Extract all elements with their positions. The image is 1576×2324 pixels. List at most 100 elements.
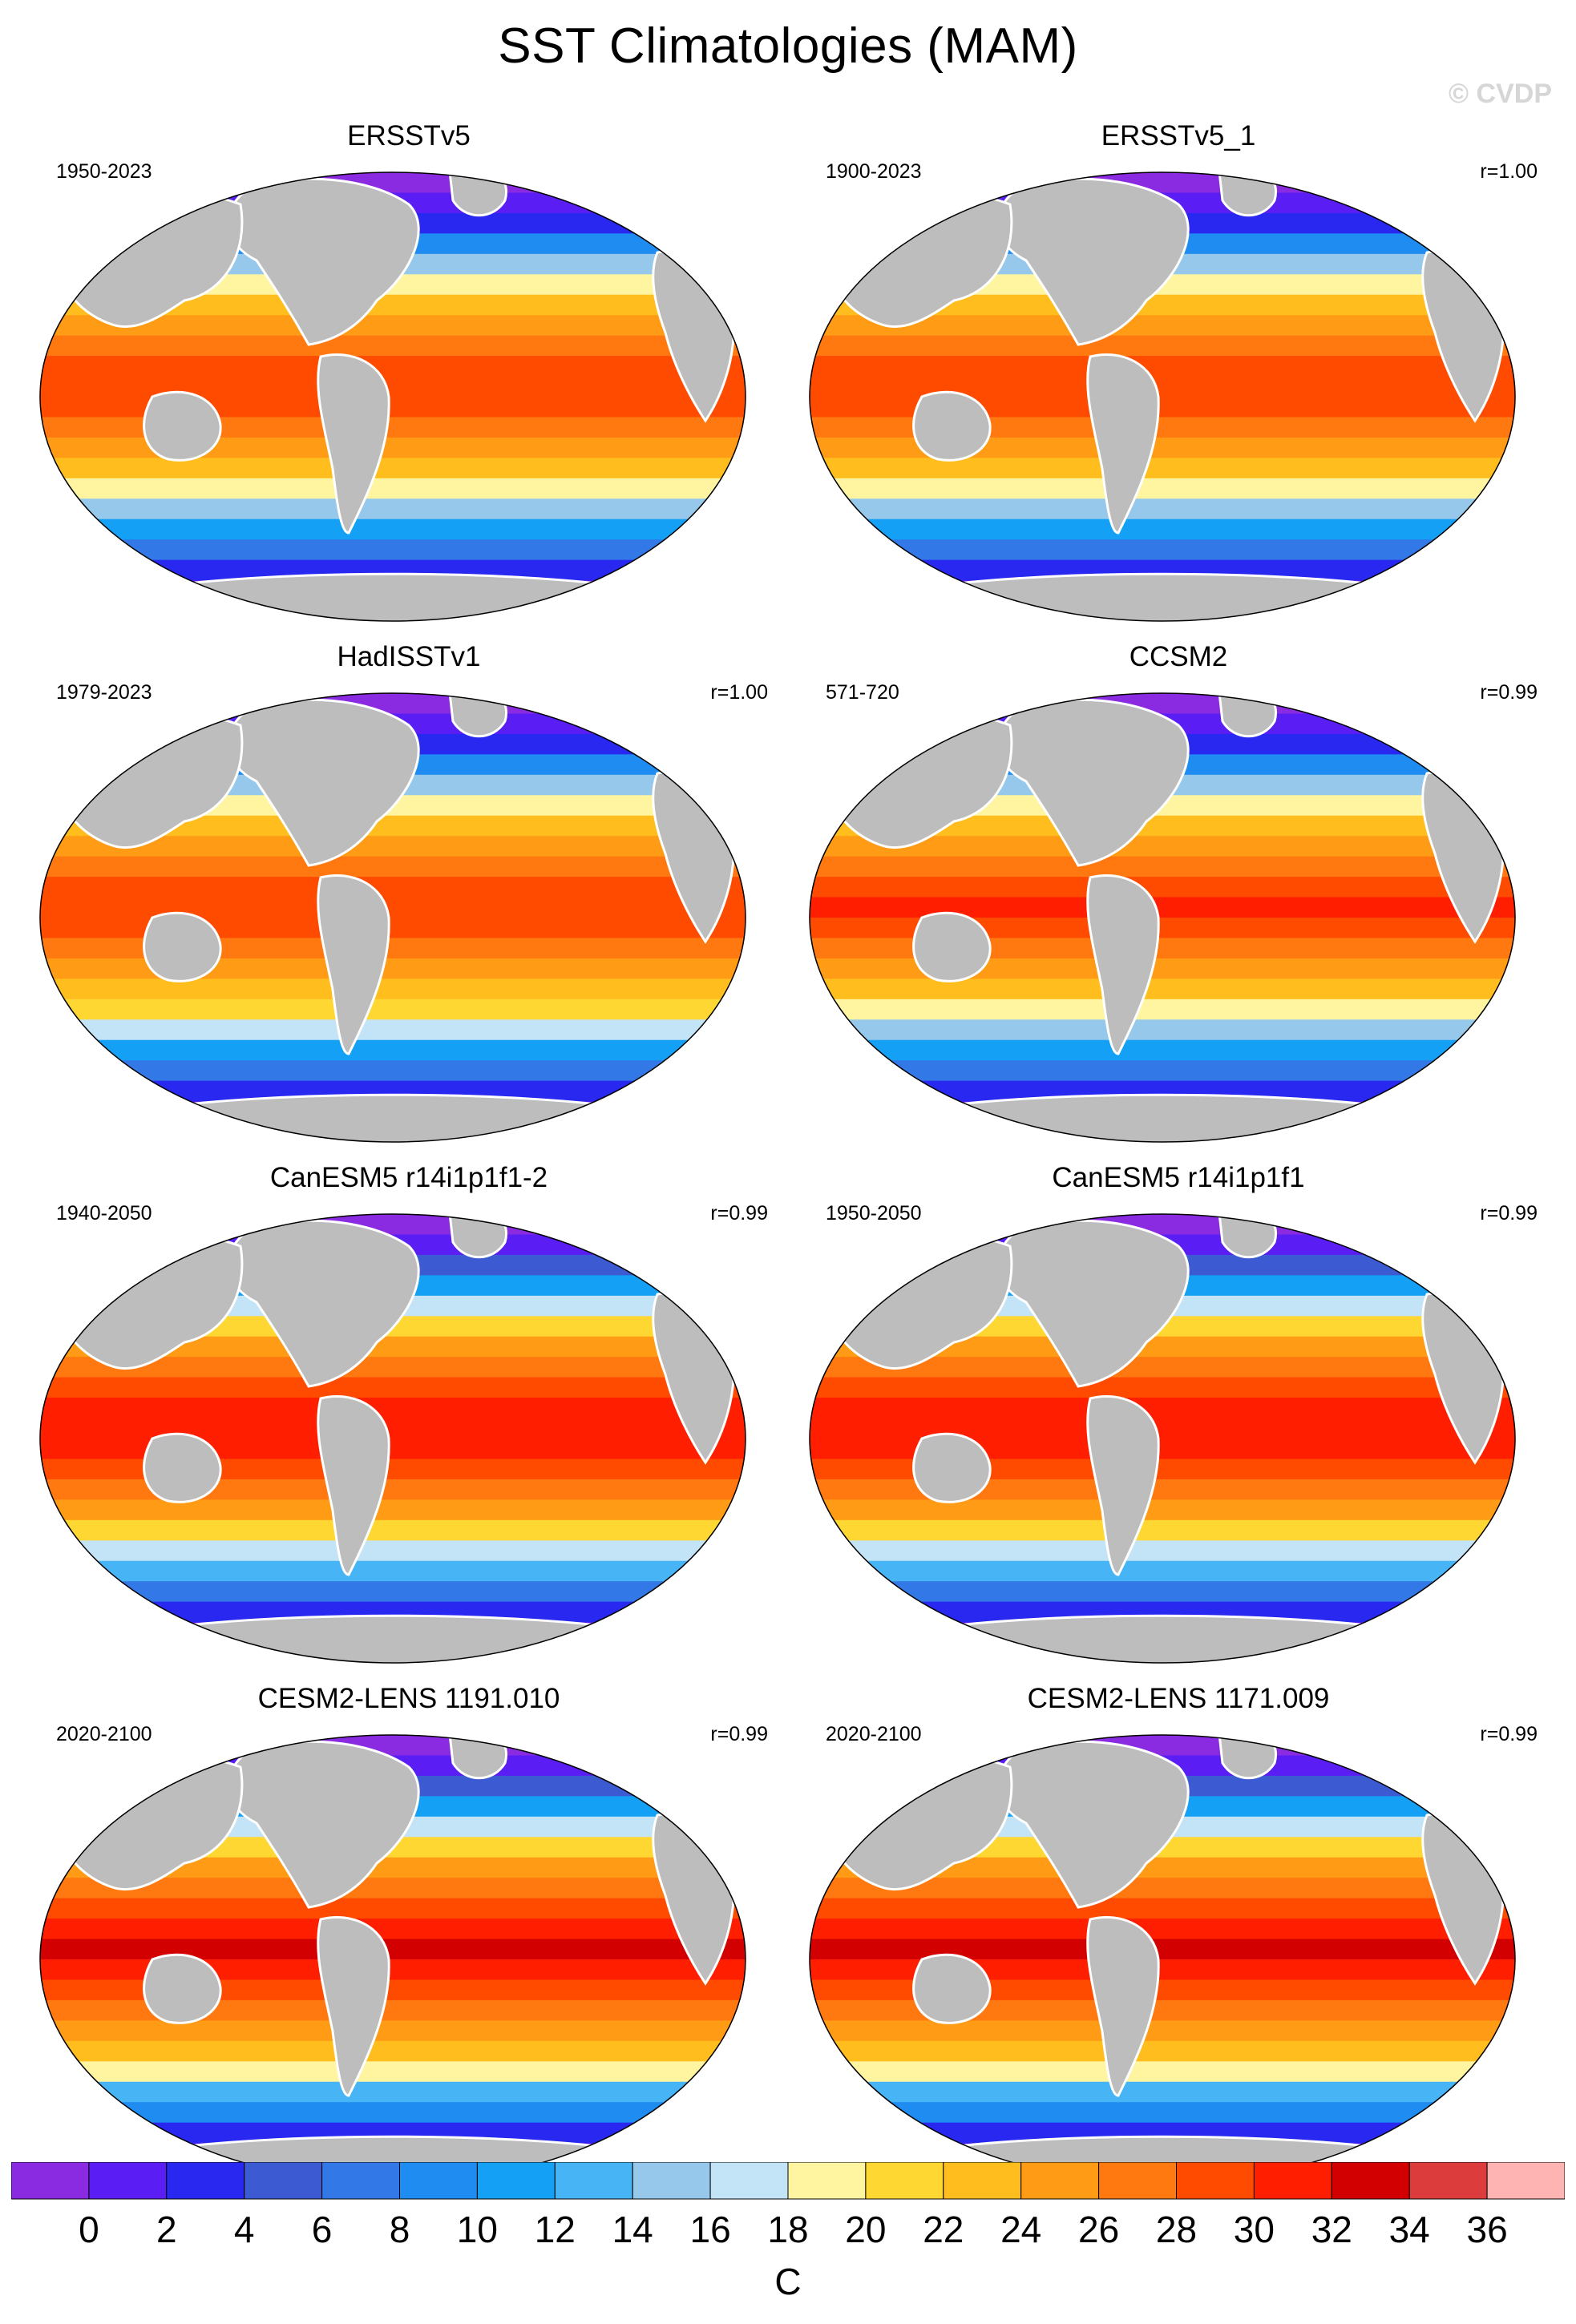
sst-band	[810, 1019, 1515, 1041]
panel-title: CESM2-LENS 1191.010	[257, 1683, 560, 1714]
sst-band	[40, 856, 746, 878]
sst-band	[810, 999, 1515, 1021]
sst-band	[810, 1060, 1515, 1082]
sst-band	[810, 315, 1515, 337]
sst-band	[40, 1019, 746, 1041]
colorbar-swatch	[554, 2162, 633, 2200]
sst-band	[810, 1581, 1515, 1603]
sst-band	[810, 2081, 1515, 2104]
panel-correlation: r=0.99	[710, 1202, 768, 1225]
sst-band	[40, 836, 746, 857]
sst-band	[810, 1898, 1515, 1920]
sst-band	[40, 1418, 746, 1439]
panel-years: 1950-2023	[56, 160, 152, 183]
sst-band	[40, 693, 746, 715]
sst-band	[810, 1418, 1515, 1439]
colorbar-tick-label: 12	[534, 2209, 576, 2250]
sst-band	[40, 1540, 746, 1562]
sst-band	[40, 315, 746, 337]
panel-title: CCSM2	[1129, 641, 1228, 672]
colorbar-tick-label: 22	[923, 2209, 964, 2250]
sst-band	[810, 376, 1515, 397]
sst-band	[40, 1735, 746, 1757]
map-outline	[809, 692, 1516, 1143]
sst-band	[810, 1499, 1515, 1521]
sst-band	[810, 498, 1515, 520]
colorbar-swatch	[943, 2162, 1022, 2200]
sst-band	[40, 2102, 746, 2124]
colorbar-units: C	[774, 2261, 802, 2302]
colorbar-swatch	[1331, 2162, 1410, 2200]
colorbar	[11, 2162, 1565, 2200]
map-panel: ERSSTv5 1950-2023	[32, 120, 786, 641]
colorbar-tick-label: 34	[1388, 2209, 1430, 2250]
sst-band	[810, 1878, 1515, 1899]
panel-correlation: r=1.00	[710, 681, 768, 704]
sst-band	[40, 1560, 746, 1583]
map-panel: CESM2-LENS 1171.009 2020-2100 r=0.99	[802, 1683, 1555, 2204]
sst-band	[40, 1214, 746, 1236]
map-outline	[809, 171, 1516, 622]
panel-correlation: r=0.99	[1480, 1202, 1538, 1225]
map-panel: CCSM2 571-720 r=0.99	[802, 641, 1555, 1162]
colorbar-tick-label: 10	[456, 2209, 498, 2250]
sst-band	[810, 1939, 1515, 1960]
sst-band	[810, 1519, 1515, 1542]
colorbar-swatch	[1253, 2162, 1332, 2200]
colorbar-swatch	[1486, 2162, 1565, 2200]
colorbar-tick-label: 14	[612, 2209, 653, 2250]
sst-band	[40, 1898, 746, 1920]
sst-band	[40, 2081, 746, 2104]
sst-map	[39, 692, 746, 1143]
map-panel: CESM2-LENS 1191.010 2020-2100 r=0.99	[32, 1683, 786, 2204]
colorbar-tick-label: 24	[1000, 2209, 1042, 2250]
sst-band	[40, 978, 746, 1000]
sst-map	[39, 1734, 746, 2185]
panel-years: 2020-2100	[56, 1723, 152, 1745]
colorbar-tick-label: 4	[233, 2209, 255, 2250]
sst-band	[810, 539, 1515, 561]
sst-band	[40, 999, 746, 1021]
panel-years: 1950-2050	[826, 1202, 922, 1225]
colorbar-tick-label: 0	[79, 2209, 99, 2250]
sst-band	[810, 478, 1515, 500]
map-panel: CanESM5 r14i1p1f1-2 1940-2050 r=0.99	[32, 1162, 786, 1683]
sst-band	[40, 539, 746, 561]
sst-band	[810, 1398, 1515, 1419]
colorbar-labels: 0 2 4 6 8 10 12 14 16 18 20 22 24 26 28 30 32 34 36	[0, 2208, 1576, 2256]
sst-map	[809, 1734, 1516, 2185]
sst-band	[810, 2102, 1515, 2124]
sst-band	[810, 1357, 1515, 1378]
sst-map	[809, 692, 1516, 1143]
map-panel: ERSSTv5_1 1900-2023 r=1.00	[802, 120, 1555, 641]
panel-years: 1979-2023	[56, 681, 152, 704]
sst-band	[40, 2040, 746, 2063]
sst-map	[39, 1213, 746, 1664]
colorbar-tick-label: 28	[1155, 2209, 1198, 2250]
sst-band	[810, 172, 1515, 194]
colorbar-swatch	[865, 2162, 944, 2200]
colorbar-tick-label: 36	[1466, 2209, 1508, 2250]
panel-correlation: r=0.99	[710, 1723, 768, 1745]
colorbar-swatch	[321, 2162, 401, 2200]
sst-band	[810, 978, 1515, 1000]
panel-years: 571-720	[826, 681, 899, 704]
sst-band	[40, 376, 746, 397]
sst-band	[40, 1519, 746, 1542]
panel-years: 1900-2023	[826, 160, 922, 183]
colorbar-tick-label: 8	[389, 2209, 410, 2250]
panel-title: ERSSTv5	[347, 120, 471, 151]
sst-band	[810, 2061, 1515, 2083]
colorbar-tick-label: 32	[1311, 2209, 1352, 2250]
colorbar-swatch	[476, 2162, 556, 2200]
map-outline	[809, 1213, 1516, 1664]
sst-map	[39, 171, 746, 622]
panel-title: HadISSTv1	[337, 641, 481, 672]
colorbar-swatch	[1176, 2162, 1255, 2200]
colorbar-swatch	[166, 2162, 245, 2200]
sst-band	[810, 356, 1515, 377]
panel-correlation: r=0.99	[1480, 681, 1538, 704]
sst-band	[810, 2040, 1515, 2063]
map-panel: CanESM5 r14i1p1f1 1950-2050 r=0.99	[802, 1162, 1555, 1683]
sst-band	[40, 1939, 746, 1960]
